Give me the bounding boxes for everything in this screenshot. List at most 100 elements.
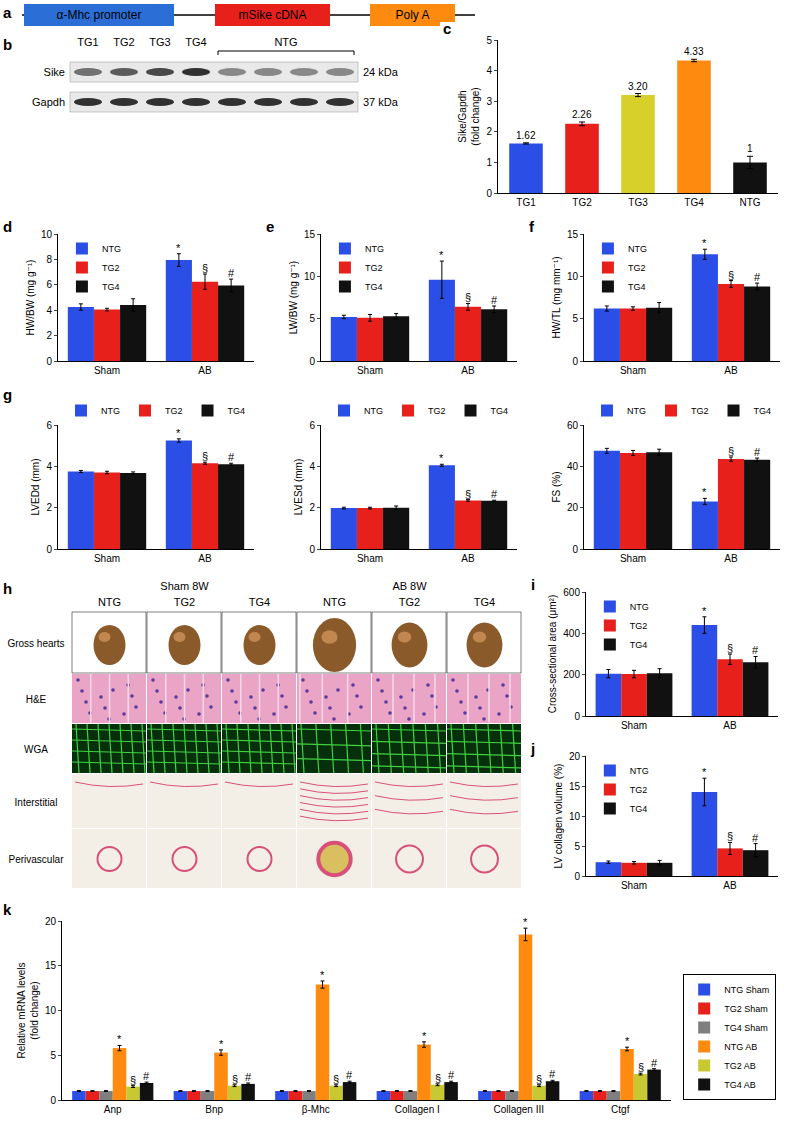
- svg-text:AB: AB: [461, 365, 475, 376]
- svg-text:#: #: [491, 488, 498, 500]
- svg-text:Collagen III: Collagen III: [493, 1104, 544, 1115]
- svg-text:Sham: Sham: [94, 553, 120, 564]
- svg-text:200: 200: [563, 669, 580, 680]
- svg-text:H&E: H&E: [26, 694, 47, 705]
- svg-text:AB: AB: [723, 880, 737, 891]
- svg-text:8: 8: [46, 254, 52, 265]
- svg-text:AB: AB: [724, 553, 738, 564]
- svg-text:4.33: 4.33: [684, 46, 704, 57]
- svg-text:Cross-sectional area (μm²): Cross-sectional area (μm²): [547, 595, 558, 714]
- svg-text:*: *: [702, 237, 707, 249]
- svg-text:TG2: TG2: [102, 263, 120, 273]
- svg-text:#: #: [491, 294, 498, 306]
- svg-text:0: 0: [46, 356, 52, 367]
- svg-text:mSike cDNA: mSike cDNA: [238, 8, 306, 22]
- svg-text:1.62: 1.62: [516, 130, 536, 141]
- svg-text:β-Mhc: β-Mhc: [302, 1104, 330, 1115]
- svg-text:2: 2: [486, 126, 492, 137]
- svg-text:AB: AB: [724, 365, 738, 376]
- svg-text:*: *: [702, 486, 707, 498]
- svg-text:400: 400: [563, 628, 580, 639]
- svg-text:*: *: [439, 249, 444, 261]
- svg-text:15: 15: [569, 781, 581, 792]
- svg-text:AB: AB: [723, 720, 737, 731]
- svg-text:4: 4: [486, 65, 492, 76]
- svg-text:Sham: Sham: [357, 553, 383, 564]
- svg-text:5: 5: [572, 313, 578, 324]
- svg-text:§: §: [232, 1073, 238, 1085]
- svg-text:TG4: TG4: [491, 406, 509, 416]
- svg-text:TG2: TG2: [113, 36, 134, 48]
- svg-text:AB: AB: [461, 553, 475, 564]
- svg-text:Sike: Sike: [44, 66, 65, 78]
- svg-text:#: #: [752, 832, 759, 844]
- svg-text:*: *: [117, 1033, 122, 1045]
- svg-text:HW/TL (mg mm⁻¹): HW/TL (mg mm⁻¹): [551, 256, 562, 338]
- svg-text:5: 5: [486, 35, 492, 46]
- svg-text:0: 0: [572, 356, 578, 367]
- svg-text:FS (%): FS (%): [551, 471, 562, 502]
- svg-text:TG2 AB: TG2 AB: [724, 1061, 756, 1071]
- svg-text:#: #: [752, 644, 759, 656]
- svg-text:§: §: [435, 1072, 441, 1084]
- svg-text:TG2: TG2: [630, 621, 648, 631]
- svg-text:NTG: NTG: [102, 244, 121, 254]
- svg-text:NTG: NTG: [627, 406, 646, 416]
- svg-text:#: #: [448, 1069, 455, 1081]
- svg-text:TG4: TG4: [754, 406, 772, 416]
- svg-text:24 kDa: 24 kDa: [363, 66, 399, 78]
- svg-text:§: §: [465, 291, 471, 303]
- svg-text:10: 10: [304, 271, 316, 282]
- svg-text:Anp: Anp: [104, 1104, 122, 1115]
- svg-text:15: 15: [304, 229, 316, 240]
- svg-text:*: *: [523, 916, 528, 928]
- svg-text:Sham: Sham: [357, 365, 383, 376]
- svg-text:TG2 Sham: TG2 Sham: [724, 1004, 768, 1014]
- svg-text:#: #: [549, 1068, 556, 1080]
- svg-text:600: 600: [563, 587, 580, 598]
- svg-text:#: #: [228, 451, 235, 463]
- svg-text:§: §: [202, 450, 208, 462]
- svg-text:α-Mhc promoter: α-Mhc promoter: [57, 8, 142, 22]
- svg-text:20: 20: [569, 751, 581, 762]
- svg-text:Sike/Gapdh(fold change): Sike/Gapdh(fold change): [457, 87, 481, 145]
- svg-text:60: 60: [567, 420, 579, 431]
- svg-text:TG3: TG3: [628, 197, 648, 208]
- svg-text:20: 20: [567, 502, 579, 513]
- svg-text:HW/BW (mg g⁻¹): HW/BW (mg g⁻¹): [25, 260, 36, 336]
- svg-text:TG4 AB: TG4 AB: [724, 1080, 756, 1090]
- svg-text:2.26: 2.26: [572, 109, 592, 120]
- svg-text:0: 0: [46, 544, 52, 555]
- svg-text:TG2: TG2: [691, 406, 709, 416]
- svg-text:TG4 Sham: TG4 Sham: [724, 1023, 768, 1033]
- svg-text:*: *: [422, 1030, 427, 1042]
- svg-text:*: *: [702, 766, 707, 778]
- svg-text:TG2: TG2: [399, 596, 420, 608]
- svg-text:WGA: WGA: [24, 744, 48, 755]
- svg-text:TG4: TG4: [628, 282, 646, 292]
- svg-text:§: §: [728, 445, 734, 457]
- svg-text:§: §: [333, 1073, 339, 1085]
- svg-text:TG4: TG4: [102, 282, 120, 292]
- svg-text:*: *: [702, 605, 707, 617]
- svg-text:0: 0: [309, 544, 315, 555]
- svg-text:0: 0: [486, 188, 492, 199]
- svg-text:20: 20: [45, 916, 57, 927]
- svg-text:LW/BW (mg g⁻¹): LW/BW (mg g⁻¹): [288, 261, 299, 334]
- svg-text:§: §: [728, 269, 734, 281]
- svg-text:NTG: NTG: [323, 596, 346, 608]
- svg-text:TG2: TG2: [428, 406, 446, 416]
- svg-text:10: 10: [41, 229, 53, 240]
- svg-text:0: 0: [50, 1095, 56, 1106]
- svg-text:LVEDd (mm): LVEDd (mm): [30, 458, 41, 515]
- svg-text:*: *: [176, 427, 181, 439]
- svg-text:#: #: [754, 271, 761, 283]
- svg-text:0: 0: [574, 871, 580, 882]
- svg-text:Sham: Sham: [620, 553, 646, 564]
- svg-text:TG4: TG4: [249, 596, 270, 608]
- svg-text:#: #: [651, 1057, 658, 1069]
- svg-text:4: 4: [46, 305, 52, 316]
- svg-text:TG4: TG4: [185, 36, 206, 48]
- svg-text:Interstitial: Interstitial: [15, 797, 58, 808]
- svg-text:AB: AB: [198, 365, 212, 376]
